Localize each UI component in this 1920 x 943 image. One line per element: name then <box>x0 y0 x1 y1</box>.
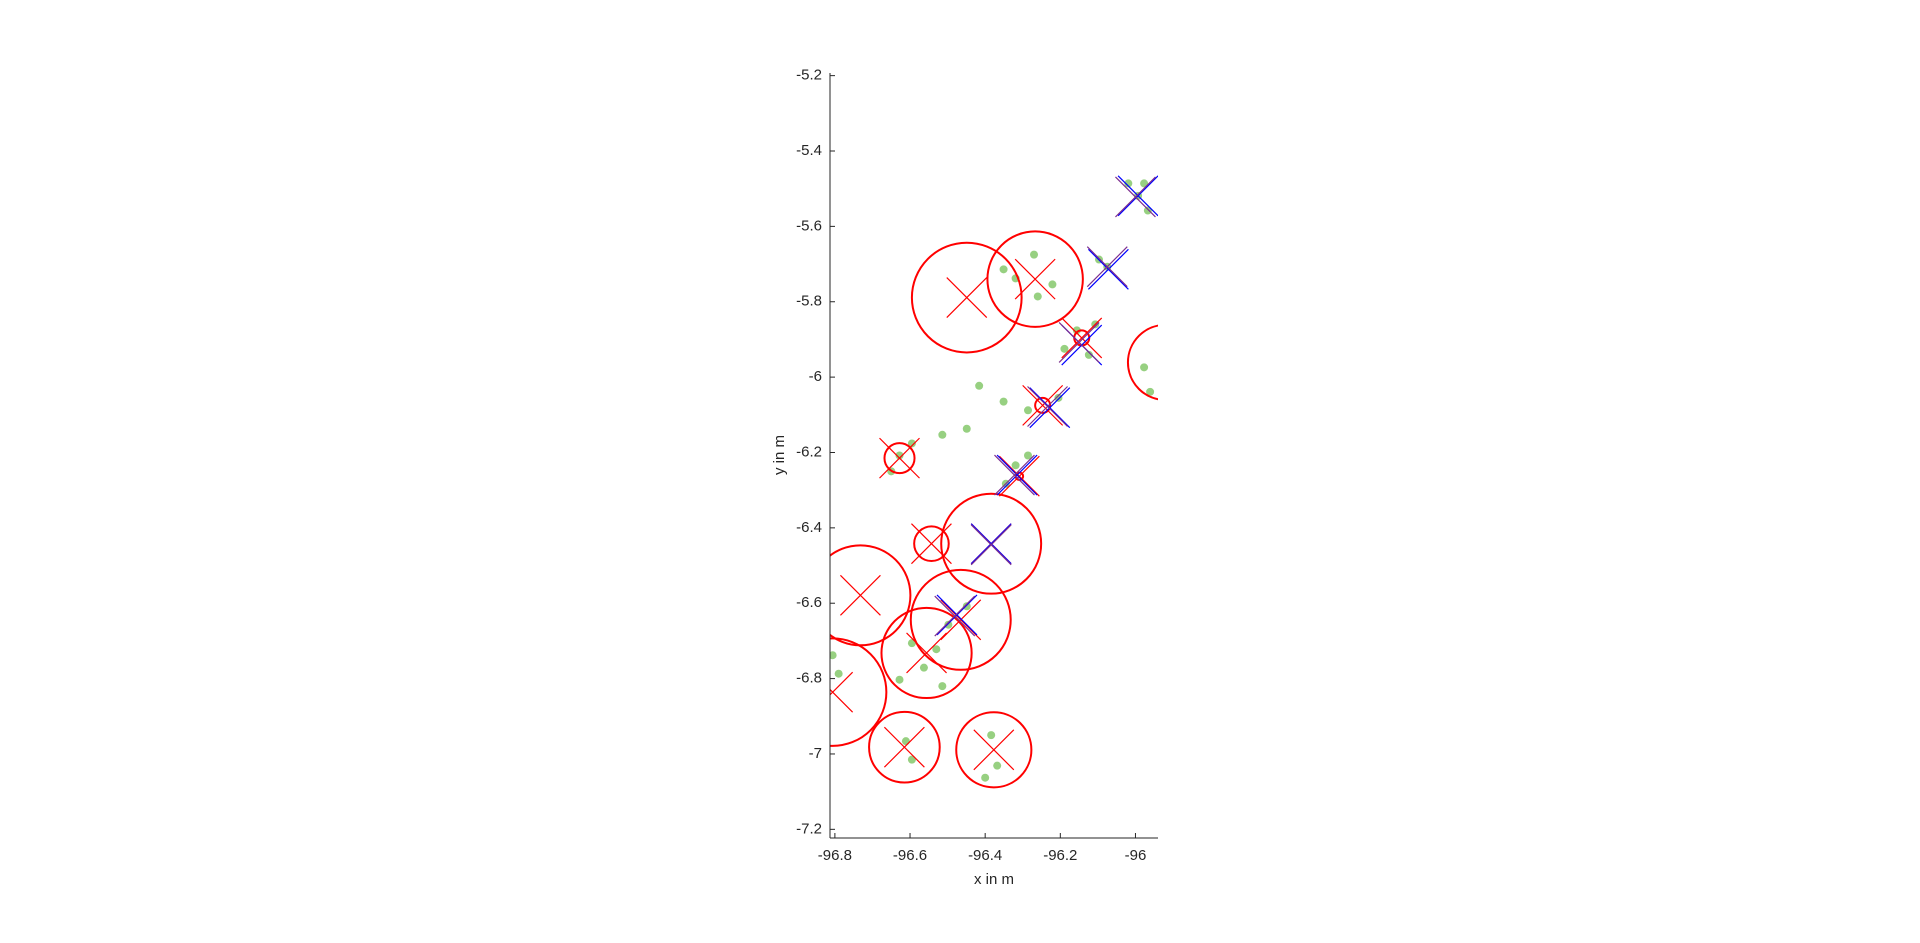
vegetation-point <box>993 761 1002 770</box>
cross-marker <box>998 455 1040 497</box>
x-axis-label: x in m <box>974 871 1014 888</box>
vegetation-point <box>962 424 971 433</box>
detection-circle <box>880 606 973 700</box>
plot-area <box>830 175 1158 789</box>
vegetation-point <box>830 651 837 660</box>
detection-circle <box>910 241 1023 354</box>
vegetation-point <box>1140 179 1149 188</box>
y-tick-label: -7 <box>809 745 822 762</box>
vegetation-point <box>938 682 947 691</box>
cross-marker <box>1058 322 1100 363</box>
x-tick-label: -96.8 <box>818 847 852 864</box>
cross-marker <box>994 454 1035 496</box>
detection-circle <box>909 568 1012 671</box>
vegetation-point <box>1030 250 1039 259</box>
cross-marker <box>1022 384 1064 426</box>
cross-marker <box>936 594 978 636</box>
vegetation-point <box>907 639 916 648</box>
detection-circle <box>940 492 1043 595</box>
y-tick-label: -6.6 <box>796 594 822 611</box>
detection-circle <box>1126 324 1158 401</box>
y-axis-label: y in m <box>771 435 788 475</box>
cross-marker <box>1027 386 1068 427</box>
cross-marker <box>973 729 1015 771</box>
vegetation-point <box>919 663 928 672</box>
x-tick-label: -96.2 <box>1043 847 1077 864</box>
cross-marker <box>934 595 976 637</box>
detection-circle <box>883 442 916 475</box>
vegetation-point <box>999 397 1008 406</box>
cross-marker <box>970 524 1012 566</box>
vegetation-point <box>1084 350 1093 359</box>
vegetation-point <box>981 773 990 782</box>
y-tick-label: -6.8 <box>796 670 822 687</box>
y-tick-label: -6 <box>809 368 822 385</box>
cross-marker <box>1086 246 1128 288</box>
x-tick-label: -96 <box>1125 847 1147 864</box>
vegetation-point <box>1143 206 1152 215</box>
cross-marker <box>996 454 1038 496</box>
vegetation-point <box>1011 461 1020 470</box>
detection-circle <box>913 525 950 562</box>
vegetation-point <box>1124 179 1133 188</box>
y-tick-label: -6.4 <box>796 519 822 536</box>
cross-marker <box>970 523 1012 565</box>
vegetation-point <box>975 381 984 390</box>
cross-marker <box>1087 248 1129 290</box>
y-tick-label: -6.2 <box>796 443 822 460</box>
vegetation-point <box>1024 451 1033 460</box>
cross-marker <box>1014 258 1056 300</box>
cross-marker <box>830 671 854 713</box>
vegetation-point <box>907 439 916 448</box>
y-tick-label: -5.2 <box>796 67 822 84</box>
x-tick-label: -96.6 <box>893 847 927 864</box>
vegetation-point <box>1033 292 1042 301</box>
vegetation-point <box>1054 393 1063 402</box>
cross-marker <box>946 277 988 319</box>
vegetation-point <box>944 620 953 629</box>
x-tick-label: -96.4 <box>968 847 1002 864</box>
vegetation-point <box>962 602 971 611</box>
vegetation-point <box>1146 387 1155 396</box>
vegetation-point <box>1072 326 1081 335</box>
vegetation-point <box>999 265 1008 274</box>
y-tick-label: -5.8 <box>796 293 822 310</box>
vegetation-point <box>834 669 843 678</box>
vegetation-point <box>938 430 947 439</box>
y-tick-label: -7.2 <box>796 820 822 837</box>
cross-marker <box>883 726 925 768</box>
cross-marker <box>906 632 947 674</box>
vegetation-point <box>1140 363 1149 372</box>
cross-marker <box>1117 175 1158 217</box>
detection-circle <box>986 230 1084 328</box>
cross-marker <box>1115 176 1156 218</box>
cross-marker <box>940 599 982 641</box>
detection-circle <box>868 710 941 784</box>
vegetation-point <box>987 731 996 740</box>
y-tick-label: -5.6 <box>796 217 822 234</box>
cross-marker <box>879 437 920 479</box>
vegetation-point <box>1024 406 1033 415</box>
cross-marker <box>911 523 952 565</box>
y-tick-label: -5.4 <box>796 142 822 159</box>
detection-circle <box>830 637 888 747</box>
vegetation-point <box>932 645 941 654</box>
vegetation-point <box>895 451 904 460</box>
vegetation-point <box>895 675 904 684</box>
cross-marker <box>1061 317 1103 359</box>
vegetation-point <box>907 755 916 764</box>
detection-circle <box>955 711 1033 789</box>
vegetation-point <box>1060 344 1069 353</box>
cross-marker <box>1029 387 1071 429</box>
cross-marker <box>840 574 881 616</box>
vegetation-point <box>901 737 910 746</box>
vegetation-point <box>1048 280 1057 289</box>
detection-circle <box>1034 396 1052 414</box>
